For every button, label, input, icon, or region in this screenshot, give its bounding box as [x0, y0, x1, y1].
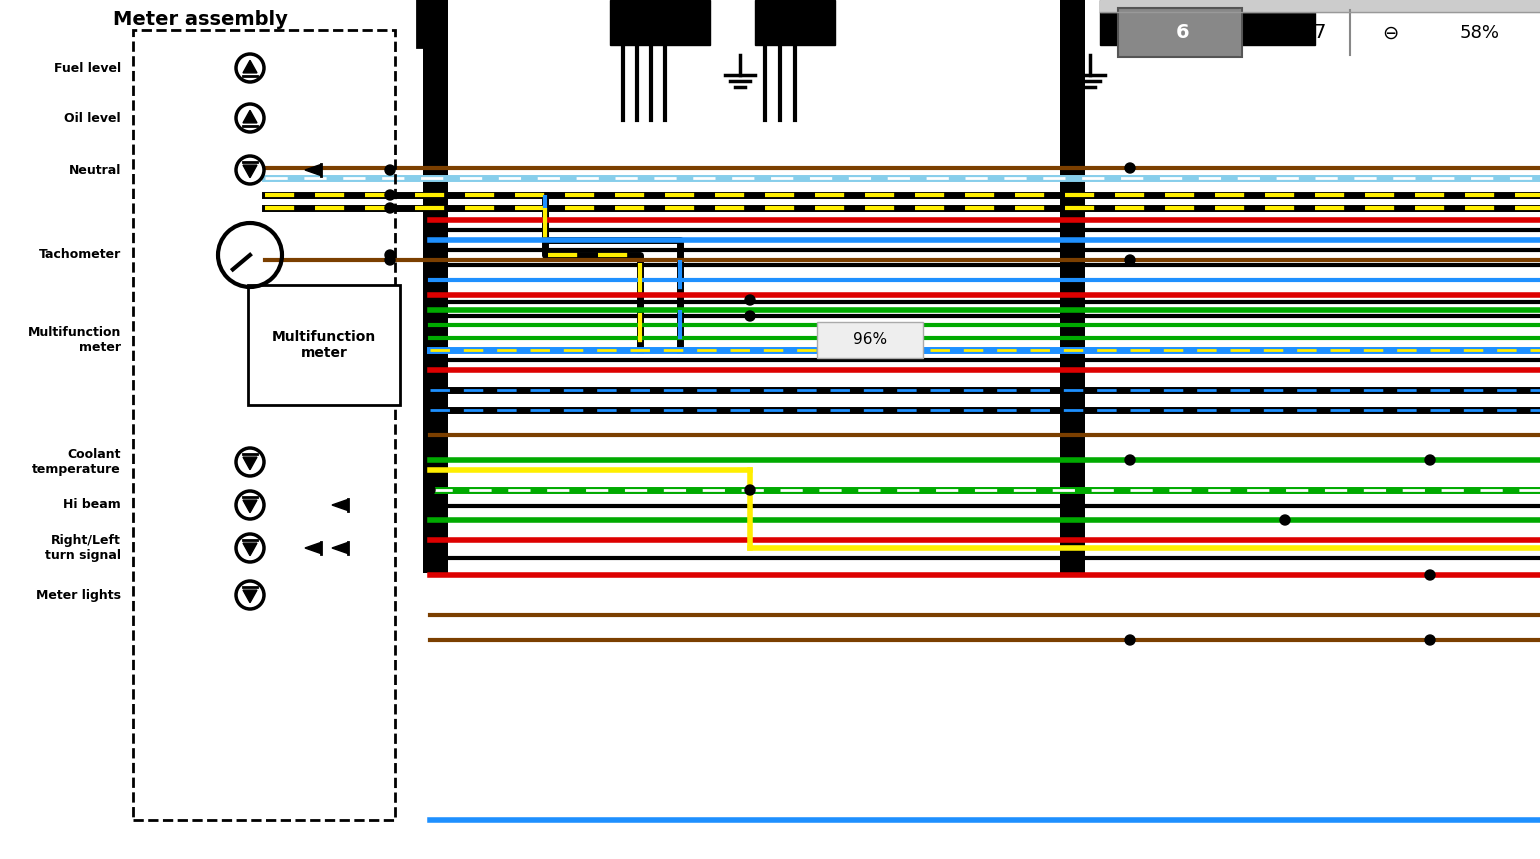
Circle shape [1424, 635, 1435, 645]
Polygon shape [243, 500, 257, 513]
Circle shape [385, 250, 394, 260]
Text: Right/Left
turn signal: Right/Left turn signal [45, 534, 122, 562]
Text: 6: 6 [1177, 23, 1190, 42]
Text: 7: 7 [1314, 23, 1326, 42]
Polygon shape [333, 499, 348, 510]
Text: Meter lights: Meter lights [35, 588, 122, 601]
Text: Tachometer: Tachometer [38, 248, 122, 261]
Text: Meter assembly: Meter assembly [112, 10, 288, 29]
Bar [755, 0, 835, 45]
Bar [1100, 0, 1200, 45]
Polygon shape [243, 60, 257, 73]
Polygon shape [243, 457, 257, 470]
Polygon shape [243, 543, 257, 556]
Text: Coolant
temperature: Coolant temperature [32, 448, 122, 476]
Circle shape [745, 295, 755, 305]
Text: 58%: 58% [1460, 24, 1500, 42]
Bar [610, 0, 710, 45]
Text: Oil level: Oil level [65, 112, 122, 125]
Text: Multifunction
meter: Multifunction meter [273, 330, 376, 360]
Polygon shape [305, 164, 320, 175]
Polygon shape [243, 110, 257, 123]
Circle shape [1126, 255, 1135, 265]
Text: ⊖: ⊖ [1381, 23, 1398, 42]
Text: Neutral: Neutral [69, 163, 122, 176]
Text: /: / [1257, 23, 1263, 42]
Circle shape [385, 190, 394, 200]
Text: Multifunction
meter: Multifunction meter [28, 326, 122, 354]
Polygon shape [333, 542, 348, 553]
Bar [1235, 0, 1315, 45]
Circle shape [425, 485, 434, 495]
Circle shape [1280, 515, 1291, 525]
Circle shape [385, 203, 394, 213]
Circle shape [385, 165, 394, 175]
FancyBboxPatch shape [1118, 8, 1241, 57]
Polygon shape [305, 542, 320, 553]
FancyBboxPatch shape [818, 322, 922, 358]
Polygon shape [243, 590, 257, 603]
Circle shape [385, 255, 394, 265]
Circle shape [1126, 455, 1135, 465]
Circle shape [1424, 455, 1435, 465]
Bar [248, 285, 400, 405]
Text: 96%: 96% [853, 332, 887, 348]
Bar [1100, 0, 1540, 12]
Circle shape [1126, 635, 1135, 645]
Text: Fuel level: Fuel level [54, 62, 122, 75]
Text: Hi beam: Hi beam [63, 498, 122, 511]
Circle shape [745, 311, 755, 321]
Circle shape [1424, 570, 1435, 580]
Polygon shape [243, 165, 257, 178]
Circle shape [1126, 163, 1135, 173]
Circle shape [745, 485, 755, 495]
